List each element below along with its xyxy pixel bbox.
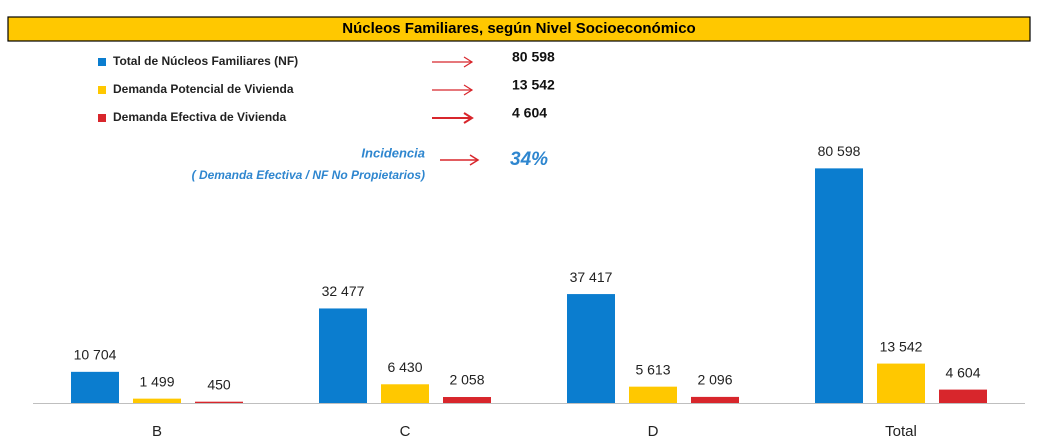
x-tick-label: C xyxy=(400,423,411,439)
bar xyxy=(629,386,677,403)
x-tick-label: B xyxy=(152,423,162,439)
bar xyxy=(195,401,243,403)
legend-value: 4 604 xyxy=(512,105,547,121)
data-label: 4 604 xyxy=(945,364,980,380)
legend-swatch xyxy=(98,58,106,66)
bar xyxy=(319,308,367,403)
data-label: 1 499 xyxy=(139,373,174,389)
bar xyxy=(939,389,987,403)
incidence-value: 34% xyxy=(510,149,548,170)
data-label: 37 417 xyxy=(570,269,613,285)
bar xyxy=(691,396,739,403)
data-label: 80 598 xyxy=(818,143,861,159)
arrow-head xyxy=(463,84,474,96)
bar xyxy=(877,363,925,403)
legend-label: Total de Núcleos Familiares (NF) xyxy=(113,54,298,68)
x-tick-label: D xyxy=(648,423,659,439)
data-label: 5 613 xyxy=(635,361,670,377)
arrow-head xyxy=(469,154,480,166)
chart-title: Núcleos Familiares, según Nivel Socioeco… xyxy=(342,20,695,37)
bar xyxy=(567,294,615,403)
legend-value: 13 542 xyxy=(512,77,555,93)
legend-label: Demanda Potencial de Vivienda xyxy=(113,82,294,96)
data-label: 10 704 xyxy=(74,347,117,363)
legend-label: Demanda Efectiva de Vivienda xyxy=(113,110,287,124)
bar xyxy=(443,397,491,403)
legend-value: 80 598 xyxy=(512,49,555,65)
incidence-label: Incidencia xyxy=(361,145,425,160)
data-label: 450 xyxy=(207,376,231,392)
arrow-head xyxy=(463,112,474,124)
data-label: 2 058 xyxy=(449,372,484,388)
legend-swatch xyxy=(98,86,106,94)
data-label: 6 430 xyxy=(387,359,422,375)
x-tick-label: Total xyxy=(885,423,917,439)
data-label: 13 542 xyxy=(880,338,923,354)
bar xyxy=(815,168,863,403)
title-bar xyxy=(7,16,1031,42)
data-label: 32 477 xyxy=(322,283,365,299)
data-label: 2 096 xyxy=(697,372,732,388)
arrow-head xyxy=(463,56,474,68)
legend-swatch xyxy=(98,114,106,122)
incidence-formula: ( Demanda Efectiva / NF No Propietarios) xyxy=(192,168,425,182)
bar xyxy=(381,384,429,403)
bar xyxy=(133,398,181,403)
bar xyxy=(71,371,119,403)
